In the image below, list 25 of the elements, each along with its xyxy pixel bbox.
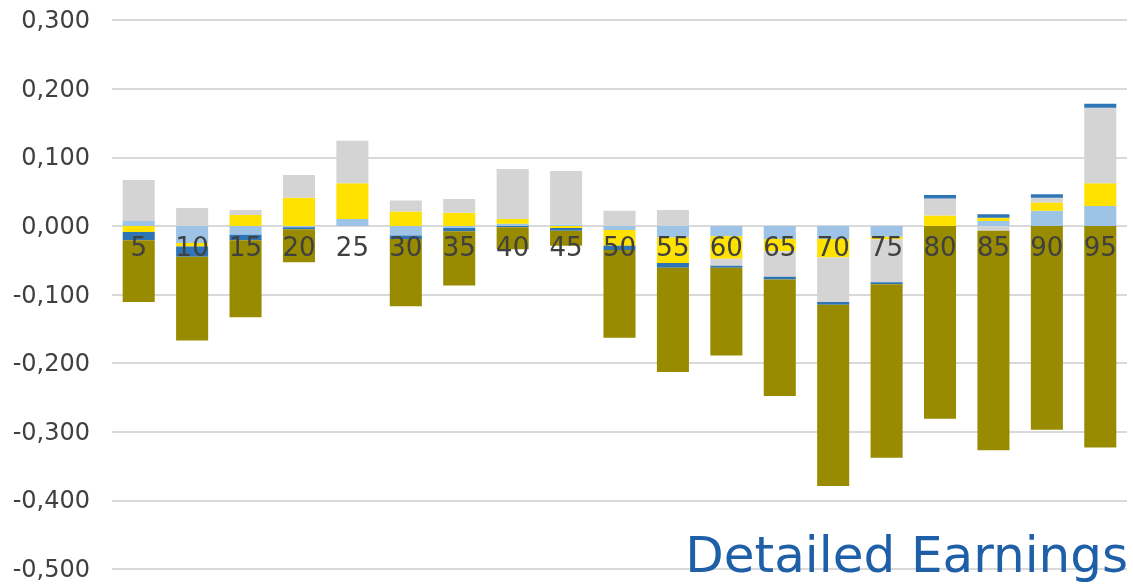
- y-tick-label: 0,300: [21, 6, 90, 34]
- y-tick-label: -0,200: [12, 349, 90, 378]
- x-tick-label: 15: [229, 231, 263, 262]
- y-tick-label: -0,400: [12, 486, 90, 515]
- x-tick-label: 80: [923, 231, 957, 262]
- text: Detailed Earnings: [685, 526, 1128, 584]
- x-tick-label: 90: [1030, 231, 1064, 262]
- y-tick-label: 0,100: [21, 143, 90, 172]
- y-tick-label: -0,100: [12, 280, 90, 309]
- x-tick-label: 25: [335, 231, 369, 262]
- x-tick-label: 75: [870, 231, 904, 262]
- x-tick-label: 85: [976, 231, 1010, 262]
- x-tick-label: 70: [816, 231, 850, 262]
- x-tick-label: 50: [602, 231, 637, 262]
- y-tick-label: -0,300: [12, 417, 90, 446]
- x-tick-label: 55: [656, 231, 690, 262]
- x-tick-label: 20: [282, 231, 316, 262]
- x-tick-label: 5: [130, 231, 147, 262]
- x-tick-label: 30: [389, 231, 423, 262]
- y-tick-label: -0,500: [12, 555, 90, 583]
- y-tick-label: 0,200: [21, 74, 90, 103]
- y-tick-label: 0,000: [21, 211, 90, 240]
- x-tick-label: 95: [1083, 231, 1117, 262]
- x-tick-label: 60: [709, 231, 743, 262]
- x-tick-label: 35: [442, 231, 476, 262]
